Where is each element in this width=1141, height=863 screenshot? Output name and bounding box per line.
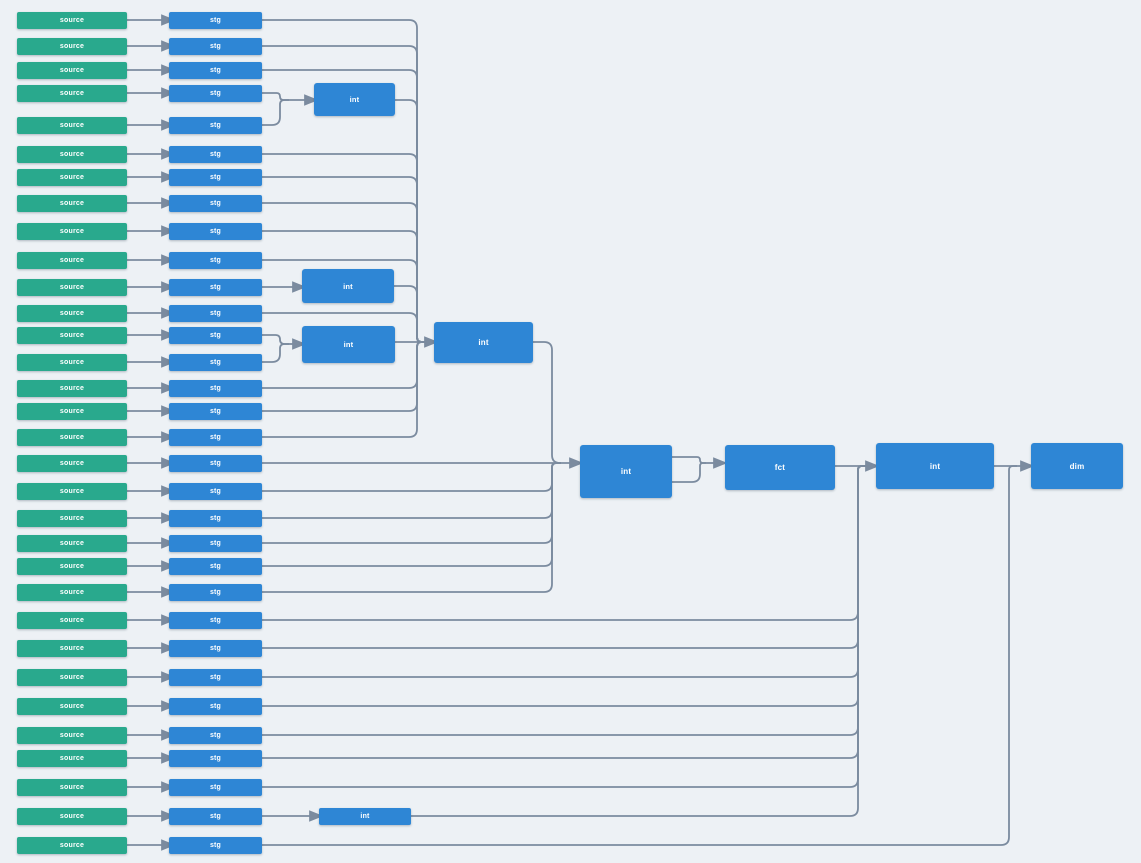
edge-stg27-to-intf bbox=[262, 465, 866, 707]
stg-node-4[interactable]: stg bbox=[169, 84, 262, 102]
source-node-16[interactable]: source bbox=[17, 402, 127, 420]
edge-stg5-to-inta bbox=[262, 99, 289, 126]
source-node-23[interactable]: source bbox=[17, 583, 127, 601]
stg-node-20[interactable]: stg bbox=[169, 509, 262, 527]
stg-node-16[interactable]: stg bbox=[169, 402, 262, 420]
source-node-26[interactable]: source bbox=[17, 668, 127, 686]
fct-node[interactable]: fct bbox=[725, 445, 835, 490]
stg-node-11[interactable]: stg bbox=[169, 278, 262, 296]
edge-stg23-to-inte bbox=[262, 462, 561, 593]
source-node-32[interactable]: source bbox=[17, 836, 127, 854]
int-b-node[interactable]: int bbox=[302, 269, 394, 303]
source-node-8[interactable]: source bbox=[17, 194, 127, 212]
stg-node-17[interactable]: stg bbox=[169, 428, 262, 446]
stg-node-29[interactable]: stg bbox=[169, 749, 262, 767]
stg-node-14[interactable]: stg bbox=[169, 353, 262, 371]
stg-node-12[interactable]: stg bbox=[169, 304, 262, 322]
source-node-9[interactable]: source bbox=[17, 222, 127, 240]
int-f-node[interactable]: int bbox=[876, 443, 994, 489]
edge-stg13-to-intc bbox=[262, 334, 289, 345]
int-c-node[interactable]: int bbox=[302, 326, 395, 363]
source-node-19[interactable]: source bbox=[17, 482, 127, 500]
stg-node-28[interactable]: stg bbox=[169, 726, 262, 744]
int-d-node[interactable]: int bbox=[434, 322, 533, 363]
stg-node-13[interactable]: stg bbox=[169, 326, 262, 344]
source-node-28[interactable]: source bbox=[17, 726, 127, 744]
stg-node-30[interactable]: stg bbox=[169, 778, 262, 796]
source-node-5[interactable]: source bbox=[17, 116, 127, 134]
dim-node[interactable]: dim bbox=[1031, 443, 1123, 489]
source-node-12[interactable]: source bbox=[17, 304, 127, 322]
stg-node-27[interactable]: stg bbox=[169, 697, 262, 715]
edge-stg19-to-inte bbox=[262, 462, 561, 492]
source-node-18[interactable]: source bbox=[17, 454, 127, 472]
edge-stg32-to-dim bbox=[262, 465, 1017, 846]
edge-stg4-to-inta bbox=[262, 92, 289, 101]
stg-node-25[interactable]: stg bbox=[169, 639, 262, 657]
source-node-25[interactable]: source bbox=[17, 639, 127, 657]
source-node-2[interactable]: source bbox=[17, 37, 127, 55]
source-node-14[interactable]: source bbox=[17, 353, 127, 371]
edges-group bbox=[127, 14, 1035, 851]
int-a-node[interactable]: int bbox=[314, 83, 395, 116]
edge-intg-to-intf bbox=[411, 465, 866, 817]
stg-node-8[interactable]: stg bbox=[169, 194, 262, 212]
source-node-6[interactable]: source bbox=[17, 145, 127, 163]
edge-stg29-to-intf bbox=[262, 465, 866, 759]
stg-node-10[interactable]: stg bbox=[169, 251, 262, 269]
stg-node-23[interactable]: stg bbox=[169, 583, 262, 601]
source-node-7[interactable]: source bbox=[17, 168, 127, 186]
edge-stg28-to-intf bbox=[262, 465, 866, 736]
stg-node-5[interactable]: stg bbox=[169, 116, 262, 134]
source-node-29[interactable]: source bbox=[17, 749, 127, 767]
source-node-24[interactable]: source bbox=[17, 611, 127, 629]
stg-node-15[interactable]: stg bbox=[169, 379, 262, 397]
stg-node-3[interactable]: stg bbox=[169, 61, 262, 79]
edge-stg17-to-intd bbox=[262, 341, 427, 438]
source-node-11[interactable]: source bbox=[17, 278, 127, 296]
source-node-15[interactable]: source bbox=[17, 379, 127, 397]
source-node-20[interactable]: source bbox=[17, 509, 127, 527]
int-g-node[interactable]: int bbox=[319, 808, 411, 825]
source-node-27[interactable]: source bbox=[17, 697, 127, 715]
edge-intb-to-intd bbox=[394, 285, 427, 343]
edge-inta-to-intd bbox=[395, 99, 427, 343]
source-node-3[interactable]: source bbox=[17, 61, 127, 79]
edge-inte-out-lower bbox=[672, 462, 706, 483]
stg-node-6[interactable]: stg bbox=[169, 145, 262, 163]
stg-node-18[interactable]: stg bbox=[169, 454, 262, 472]
edge-intd-to-inte bbox=[533, 341, 584, 469]
stg-node-31[interactable]: stg bbox=[169, 807, 262, 825]
source-node-4[interactable]: source bbox=[17, 84, 127, 102]
source-node-10[interactable]: source bbox=[17, 251, 127, 269]
edge-stg22-to-inte bbox=[262, 462, 561, 567]
stg-node-19[interactable]: stg bbox=[169, 482, 262, 500]
stg-node-24[interactable]: stg bbox=[169, 611, 262, 629]
stg-node-22[interactable]: stg bbox=[169, 557, 262, 575]
source-node-21[interactable]: source bbox=[17, 534, 127, 552]
stg-node-21[interactable]: stg bbox=[169, 534, 262, 552]
stg-node-7[interactable]: stg bbox=[169, 168, 262, 186]
stg-node-2[interactable]: stg bbox=[169, 37, 262, 55]
stg-node-9[interactable]: stg bbox=[169, 222, 262, 240]
source-node-1[interactable]: source bbox=[17, 11, 127, 29]
stg-node-1[interactable]: stg bbox=[169, 11, 262, 29]
source-node-22[interactable]: source bbox=[17, 557, 127, 575]
source-node-31[interactable]: source bbox=[17, 807, 127, 825]
edge-inte-out-upper bbox=[672, 456, 706, 464]
stg-node-26[interactable]: stg bbox=[169, 668, 262, 686]
edge-stg26-to-intf bbox=[262, 465, 866, 678]
stg-node-32[interactable]: stg bbox=[169, 836, 262, 854]
source-node-30[interactable]: source bbox=[17, 778, 127, 796]
int-e-node[interactable]: int bbox=[580, 445, 672, 498]
edge-stg21-to-inte bbox=[262, 462, 561, 544]
source-node-13[interactable]: source bbox=[17, 326, 127, 344]
source-node-17[interactable]: source bbox=[17, 428, 127, 446]
edge-stg30-to-intf bbox=[262, 465, 866, 788]
edge-stg14-to-intc bbox=[262, 343, 289, 363]
